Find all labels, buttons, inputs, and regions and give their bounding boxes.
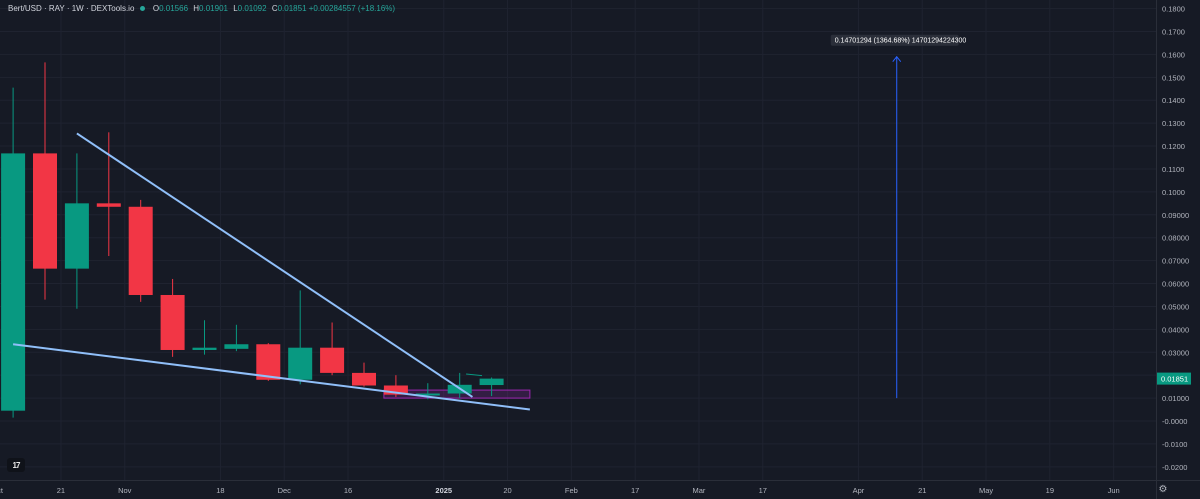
price-tick-label: 0.04000	[1162, 325, 1189, 334]
tradingview-logo-icon[interactable]: 17	[7, 458, 25, 472]
projection-arrow-head-icon	[892, 55, 902, 63]
close-key: C	[271, 4, 278, 13]
grid	[0, 0, 1156, 480]
time-tick-label: Mar	[692, 486, 705, 495]
candle-up[interactable]	[479, 378, 504, 386]
low-value: 0.01092	[237, 4, 267, 13]
time-tick-label: Oct	[0, 486, 4, 495]
price-tick-label: 0.1000	[1162, 188, 1185, 197]
candle-up[interactable]	[1, 153, 26, 411]
price-tick-label: 0.01000	[1162, 394, 1189, 403]
price-tick-label: 0.06000	[1162, 280, 1189, 289]
gear-icon[interactable]: ⚙	[1158, 484, 1168, 495]
time-axis[interactable]: Oct 21 Nov 18 Dec 16 2025 20 Feb 17 Mar 17 Apr 21 May 1…	[0, 486, 1120, 495]
price-tick-label: 0.03000	[1162, 348, 1189, 357]
high-key: H	[193, 4, 200, 13]
price-tick-label: 0.1400	[1162, 96, 1185, 105]
symbol-label[interactable]: Bert/USD · RAY · 1W · DEXTools.io	[8, 4, 135, 13]
upper-trendline[interactable]	[76, 132, 474, 398]
price-tick-label: 0.1700	[1162, 27, 1185, 36]
price-tick-label: 0.09000	[1162, 211, 1189, 220]
price-tick-label: 0.1100	[1162, 165, 1184, 174]
time-tick-label: Feb	[565, 486, 578, 495]
open-key: O	[152, 4, 160, 13]
price-tick-label: 0.1500	[1162, 73, 1185, 82]
cap-line	[466, 373, 483, 377]
time-tick-label: 2025	[435, 486, 452, 495]
projection-label: 0.14701294 (1364.68%) 14701294224300	[835, 38, 967, 45]
candle-down[interactable]	[128, 206, 153, 295]
candle-down[interactable]	[160, 294, 185, 350]
time-tick-label: Jun	[1108, 486, 1120, 495]
candle-down[interactable]	[352, 372, 376, 386]
time-tick-label: Nov	[118, 486, 132, 495]
price-tick-label: -0.0000	[1162, 417, 1187, 426]
candle-up[interactable]	[224, 344, 249, 349]
last-price-label: 0.01851	[1161, 375, 1188, 384]
high-value: 0.01901	[199, 4, 228, 13]
time-tick-label: 17	[759, 486, 767, 495]
price-tick-label: -0.0200	[1162, 463, 1187, 472]
candle-down[interactable]	[320, 347, 345, 373]
candle-up[interactable]	[288, 347, 313, 380]
close-value: 0.01851	[277, 4, 307, 13]
candle-up[interactable]	[415, 393, 440, 396]
low-key: L	[233, 4, 238, 13]
candle-down[interactable]	[33, 153, 57, 269]
time-tick-label: 16	[344, 486, 352, 495]
candle-down[interactable]	[96, 203, 121, 207]
candle-down[interactable]	[383, 385, 408, 395]
candle-down[interactable]	[256, 344, 281, 380]
price-tick-label: 0.1200	[1162, 142, 1185, 151]
time-tick-label: 21	[57, 486, 65, 495]
price-tick-label: 0.08000	[1162, 234, 1189, 243]
candles[interactable]	[0, 62, 504, 424]
open-value: 0.01566	[159, 4, 189, 13]
time-tick-label: Dec	[278, 486, 292, 495]
last-price-badge	[1157, 372, 1191, 385]
time-tick-label: 20	[503, 486, 511, 495]
candle-up[interactable]	[64, 203, 89, 269]
candle-up[interactable]	[192, 347, 217, 350]
projection-label-box	[830, 34, 959, 46]
price-tick-label: 0.1300	[1162, 119, 1185, 128]
time-tick-label: 18	[216, 486, 224, 495]
price-tick-label: 0.07000	[1162, 257, 1189, 266]
time-tick-label: 17	[631, 486, 639, 495]
drawings[interactable]: 0.14701294 (1364.68%) 14701294224300	[12, 34, 967, 411]
change-value: +0.00284557 (+18.16%)	[308, 4, 396, 13]
price-tick-label: 0.1800	[1162, 5, 1185, 14]
time-tick-label: 19	[1046, 486, 1054, 495]
time-tick-label: Apr	[853, 486, 865, 495]
chart-legend: Bert/USD · RAY · 1W · DEXTools.io O0.015…	[8, 3, 395, 15]
time-tick-label: 21	[918, 486, 926, 495]
lower-trendline[interactable]	[12, 343, 531, 411]
price-tick-label: 0.1600	[1162, 50, 1185, 59]
status-dot-icon	[139, 5, 145, 11]
price-tick-label: 0.05000	[1162, 302, 1189, 311]
price-tick-label: -0.0100	[1162, 440, 1187, 449]
time-tick-label: May	[979, 486, 993, 495]
